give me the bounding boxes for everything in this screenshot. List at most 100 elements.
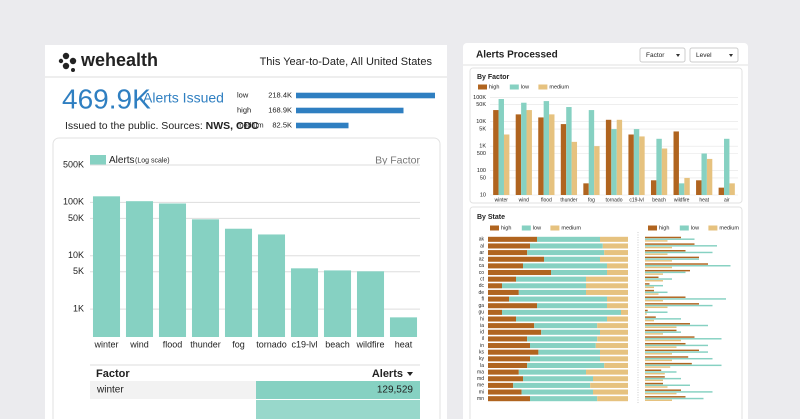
legend-swatch <box>648 225 657 231</box>
y-tick-label: ak <box>479 237 485 243</box>
bar <box>645 289 654 292</box>
bar <box>645 240 668 242</box>
bar <box>639 136 645 195</box>
y-tick-label: 1K <box>479 144 486 150</box>
legend-swatch <box>478 84 487 90</box>
value-label: 82.5K <box>272 120 292 129</box>
bar <box>645 351 708 353</box>
bar <box>645 376 665 378</box>
bar <box>571 141 578 195</box>
table-header[interactable]: Alerts <box>372 368 403 380</box>
bar <box>645 243 695 245</box>
bar <box>645 382 663 385</box>
y-tick-label: id <box>480 330 484 336</box>
bar <box>645 251 713 254</box>
dropdown-label[interactable]: Factor <box>646 52 665 59</box>
y-tick-label: ky <box>479 356 485 362</box>
bar-segment <box>523 376 593 382</box>
bar <box>650 180 657 195</box>
bar-segment <box>597 396 628 402</box>
bar <box>521 102 527 195</box>
bar <box>656 138 662 195</box>
bar-segment <box>488 296 509 302</box>
bar-segment <box>488 236 537 242</box>
legend-swatch <box>509 84 519 90</box>
bar-segment <box>527 362 605 369</box>
y-tick-label: ar <box>480 250 485 256</box>
bar <box>696 180 702 195</box>
bar <box>356 271 385 337</box>
y-tick-label: mn <box>477 396 484 402</box>
dropdown[interactable] <box>689 47 739 63</box>
bar <box>323 270 352 337</box>
bar <box>645 278 672 280</box>
bar <box>583 183 589 195</box>
bar <box>594 146 600 195</box>
bar-segment <box>509 296 607 302</box>
y-tick-label: hi <box>480 316 484 322</box>
bar <box>645 391 713 393</box>
y-tick-label: 50 <box>480 175 486 181</box>
bar <box>645 392 677 395</box>
bar <box>645 318 681 320</box>
value-label: 218.4K <box>268 90 292 99</box>
legend-swatch <box>538 84 548 90</box>
bar <box>645 333 663 335</box>
bar <box>645 386 668 388</box>
level-label: high <box>237 105 251 114</box>
bar-segment <box>600 329 628 335</box>
bar <box>296 107 404 114</box>
dropdown[interactable] <box>639 47 686 63</box>
x-tick-label: heat <box>699 197 709 203</box>
dropdown-arrow[interactable] <box>676 54 680 57</box>
bar <box>645 298 726 300</box>
bar-segment <box>551 269 607 276</box>
bar-segment <box>518 369 586 375</box>
bar <box>645 364 722 367</box>
y-tick-label: 1K <box>73 303 84 313</box>
bar <box>645 245 717 247</box>
x-tick-label: c19-lvl <box>629 197 643 203</box>
bar-segment <box>600 236 628 242</box>
bar <box>645 273 663 275</box>
bar <box>158 203 187 337</box>
bar <box>296 92 435 99</box>
bar-segment <box>607 316 628 322</box>
bar-segment <box>513 382 591 388</box>
bar-segment <box>488 349 539 355</box>
dropdown-arrow[interactable] <box>729 54 733 57</box>
bar <box>645 342 686 345</box>
y-tick-label: la <box>480 363 484 369</box>
y-tick-label: co <box>479 270 485 276</box>
dropdown-label[interactable]: Level <box>696 52 712 59</box>
bar-segment <box>607 263 628 269</box>
bar-segment <box>538 349 600 355</box>
bar <box>701 153 707 195</box>
bar <box>645 346 677 348</box>
x-tick-label: tornado <box>256 339 287 349</box>
bar <box>566 107 572 195</box>
x-tick-label: wildfire <box>674 197 690 203</box>
row-bar <box>256 400 420 419</box>
bar <box>645 263 708 265</box>
bar <box>645 238 695 240</box>
bar <box>588 110 595 195</box>
note-text: Issued to the public. Sources: <box>65 120 203 132</box>
row-bar <box>256 381 420 399</box>
bar <box>538 117 544 195</box>
x-tick-label: winter <box>495 197 509 203</box>
y-tick-label: me <box>477 383 484 389</box>
bar <box>645 357 713 360</box>
bar-segment <box>607 303 628 309</box>
legend-label: high <box>489 84 499 90</box>
y-tick-label: ia <box>480 323 484 329</box>
sort-icon[interactable] <box>407 372 413 376</box>
bar <box>645 371 677 373</box>
bar <box>645 286 654 289</box>
x-tick-label: wildfire <box>355 339 384 349</box>
bar <box>645 260 672 262</box>
bar-segment <box>600 356 628 362</box>
y-tick-label: mi <box>479 389 484 395</box>
y-tick-label: 10 <box>480 192 486 198</box>
legend-label: low <box>691 225 699 231</box>
